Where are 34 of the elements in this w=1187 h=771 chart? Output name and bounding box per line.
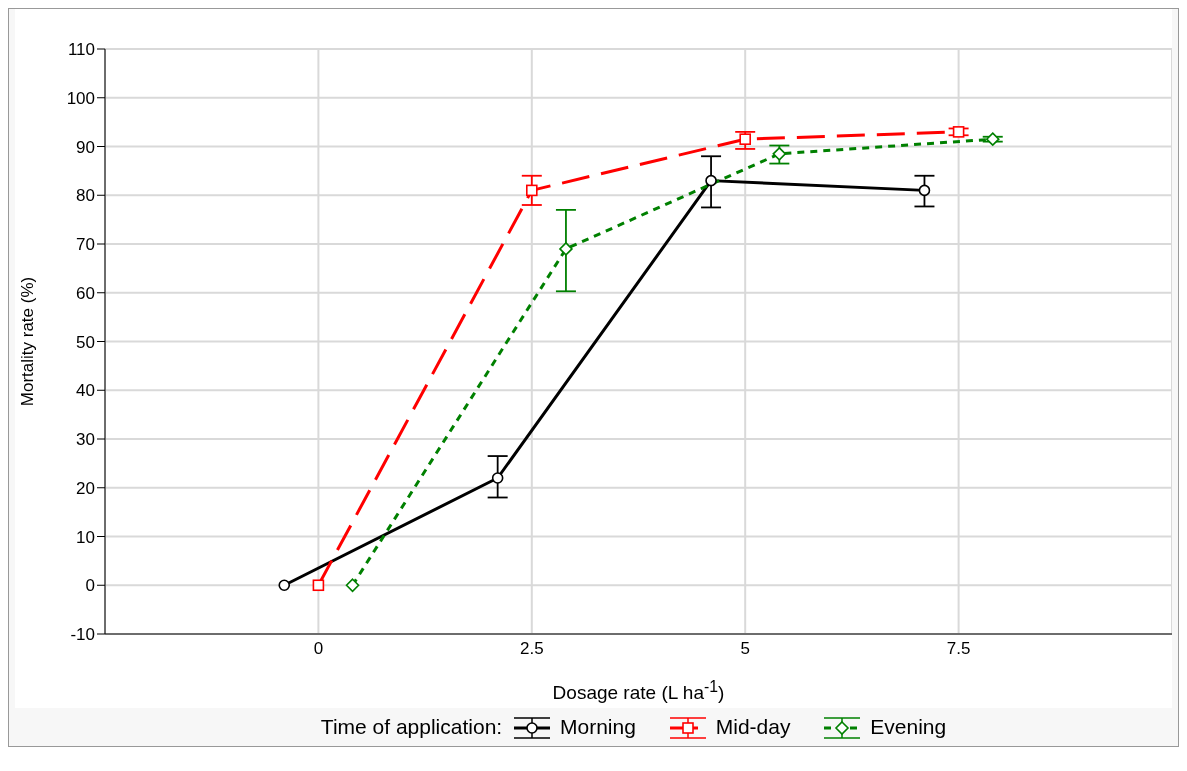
point <box>918 184 931 197</box>
point <box>345 578 360 593</box>
point <box>739 133 751 145</box>
point <box>985 132 1000 146</box>
y-tick-label: 80 <box>76 186 95 206</box>
point <box>278 579 291 592</box>
x-tick-label: 0 <box>313 639 324 659</box>
x-axis-title: Dosage rate (L ha$^{-1}$) <box>551 678 726 705</box>
legend-title: Time of application: <box>320 714 503 738</box>
point <box>491 472 504 484</box>
legend-label: Mid-day <box>715 714 791 738</box>
y-tick-label: 110 <box>67 40 95 60</box>
y-axis-title: Mortality rate (%) <box>18 276 38 407</box>
point <box>705 174 717 187</box>
x-tick-label: 2.5 <box>519 639 544 659</box>
point <box>526 184 538 197</box>
y-tick-label: 100 <box>66 88 95 108</box>
y-tick-label: 40 <box>76 381 95 401</box>
y-tick-label: 20 <box>76 478 95 498</box>
x-tick-label: 7.5 <box>946 639 971 659</box>
y-tick-label: 60 <box>76 283 95 303</box>
y-tick-label: 50 <box>76 332 95 352</box>
y-tick-label: 10 <box>76 527 95 547</box>
y-tick-label: 90 <box>76 137 95 157</box>
point <box>312 579 325 592</box>
point <box>559 242 573 256</box>
y-tick-label: 70 <box>76 235 95 255</box>
x-tick-label: 5 <box>740 639 750 659</box>
y-tick-label: -10 <box>70 625 95 645</box>
y-tick-label: 30 <box>76 430 95 450</box>
legend-label: Evening <box>870 714 947 738</box>
point <box>952 126 965 138</box>
legend-label: Morning <box>560 714 636 738</box>
y-tick-label: 0 <box>85 576 95 596</box>
